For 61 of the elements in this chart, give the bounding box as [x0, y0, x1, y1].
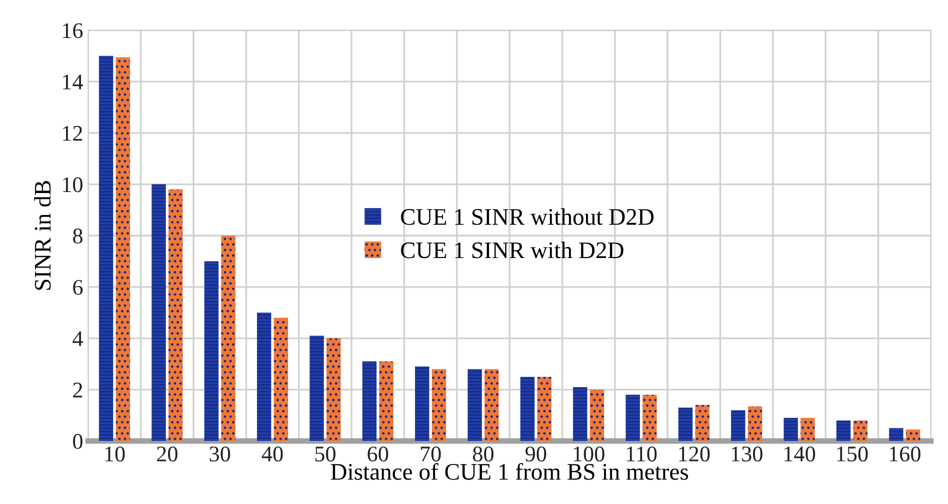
y-tick-label: 16 — [63, 23, 83, 38]
x-tick-label: 130 — [732, 446, 762, 462]
bar — [642, 394, 657, 441]
x-tick-label: 60 — [368, 446, 388, 462]
bar — [537, 376, 552, 441]
bar — [748, 406, 762, 441]
bar — [906, 429, 920, 441]
bar — [415, 366, 430, 441]
y-tick-label: 8 — [73, 228, 82, 244]
bar — [310, 336, 324, 441]
x-tick-label: 30 — [210, 446, 230, 462]
x-tick-label: 110 — [626, 446, 657, 462]
y-tick-label: 2 — [73, 382, 82, 398]
bar — [695, 405, 710, 441]
x-tick-label: 80 — [472, 446, 494, 462]
bar — [116, 57, 130, 441]
x-tick-label: 90 — [525, 446, 546, 462]
x-tick-label: 140 — [784, 446, 816, 462]
bar — [204, 261, 219, 441]
x-tick-label: 160 — [890, 446, 920, 462]
bar — [784, 418, 798, 441]
bar — [731, 410, 746, 441]
bar — [889, 428, 904, 441]
bar — [274, 318, 288, 441]
bar — [800, 418, 815, 441]
x-tick-label: 10 — [105, 446, 125, 462]
x-tick-label: 50 — [315, 446, 336, 462]
bar — [256, 312, 272, 441]
y-tick-label: 14 — [63, 74, 83, 90]
y-tick-label: 0 — [73, 434, 82, 449]
bar — [98, 56, 114, 441]
bar — [168, 189, 183, 441]
bar — [379, 361, 394, 441]
bar — [326, 338, 341, 441]
bar — [520, 376, 535, 441]
bar — [152, 184, 166, 441]
bar — [362, 361, 377, 441]
bar — [432, 369, 446, 441]
y-tick-label: 6 — [73, 280, 83, 295]
y-tick-label: 4 — [72, 331, 83, 346]
x-axis-title: Distance of CUE 1 from BS in metres — [330, 462, 688, 480]
legend-label: CUE 1 SINR with D2D — [400, 242, 624, 258]
bar — [678, 408, 693, 441]
x-tick-label: 40 — [262, 446, 283, 462]
y-tick-label: 12 — [63, 126, 82, 141]
y-tick-label: 10 — [63, 177, 82, 192]
x-tick-label: 20 — [157, 446, 178, 462]
y-axis-title: SINR in dB — [34, 181, 51, 290]
bar — [573, 387, 588, 441]
bar — [836, 420, 851, 441]
x-tick-label: 150 — [837, 446, 868, 462]
bar — [626, 394, 640, 441]
bar — [853, 420, 868, 441]
x-tick-label: 100 — [574, 446, 604, 462]
legend-label: CUE 1 SINR without D2D — [400, 208, 654, 225]
x-tick-label: 70 — [420, 446, 441, 462]
bar — [468, 369, 482, 441]
x-tick-label: 120 — [679, 446, 710, 462]
bar — [221, 236, 236, 441]
bar — [590, 390, 604, 441]
bar — [484, 369, 499, 441]
